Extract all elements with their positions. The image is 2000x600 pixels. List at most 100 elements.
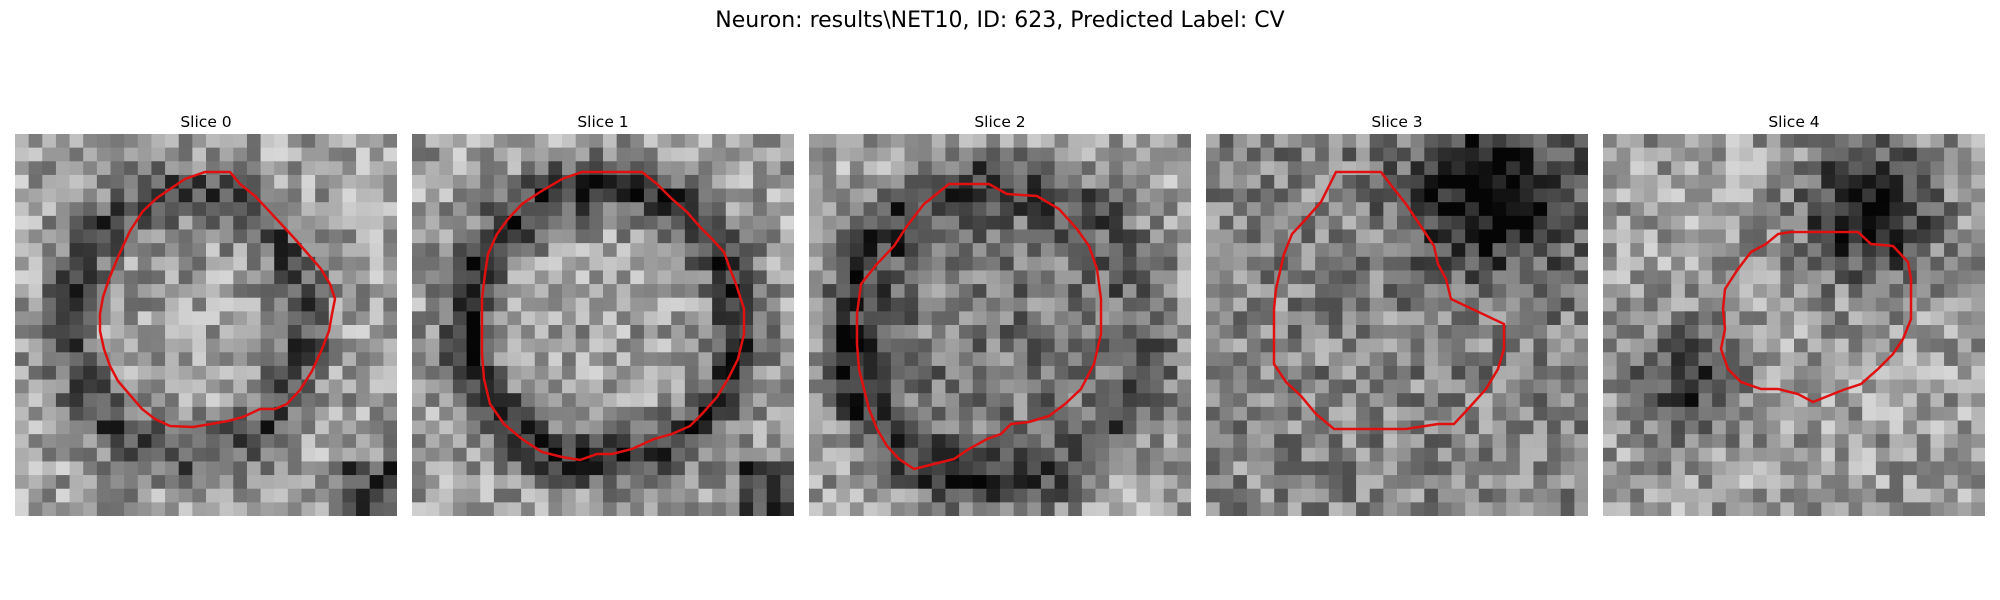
pixel [83,215,98,231]
pixel [493,243,509,258]
pixel [1603,393,1618,408]
pixel [712,284,727,299]
pixel [1560,447,1575,463]
pixel [342,202,357,217]
pixel [1889,311,1904,326]
pixel [1533,447,1548,463]
pixel [1533,488,1548,503]
pixel [1383,406,1398,422]
pixel [616,338,631,353]
pixel [356,284,371,299]
pixel [1889,393,1904,408]
pixel [287,352,303,367]
pixel [822,229,837,244]
pixel [425,270,440,285]
pixel [630,147,645,162]
pixel [1410,147,1425,162]
pixel [28,475,43,490]
pixel [1274,325,1289,340]
pixel [246,297,262,312]
pixel [1492,420,1507,435]
pixel [725,338,741,353]
pixel [342,406,357,422]
pixel [739,311,754,326]
pixel [328,256,344,272]
pixel [548,256,563,272]
pixel [219,147,234,162]
pixel [1260,420,1275,435]
pixel [1821,297,1836,312]
pixel [178,215,193,231]
pixel [1698,447,1713,463]
pixel [192,297,207,312]
pixel [1027,352,1042,367]
pixel [1068,447,1083,463]
pixel [1260,406,1275,422]
pixel [1848,352,1863,367]
pixel [1848,325,1863,340]
pixel [1397,352,1412,367]
pixel [1013,202,1028,217]
pixel [1766,406,1781,422]
pixel [507,393,522,408]
pixel [356,134,371,149]
pixel [1560,475,1575,490]
pixel [206,256,221,272]
pixel [863,475,878,490]
pixel [439,461,454,476]
pixel [83,270,98,285]
pixel [534,365,550,381]
pixel [1971,434,1985,449]
pixel [1054,174,1069,190]
pixel [69,174,84,190]
pixel [684,434,700,449]
pixel [1862,256,1877,272]
pixel [219,365,234,381]
pixel [534,420,550,435]
pixel [1971,297,1985,312]
pixel [328,270,344,285]
pixel [412,202,427,217]
pixel [137,297,153,312]
pixel [1301,297,1316,312]
pixel [1095,325,1110,340]
pixel [1794,202,1809,217]
pixel [1698,338,1713,353]
pixel [219,270,234,285]
pixel [643,502,659,516]
pixel [1533,365,1548,381]
pixel [630,215,645,231]
pixel [219,420,234,435]
pixel [342,188,357,203]
pixel [534,270,550,285]
pixel [425,406,440,422]
pixel [643,475,659,490]
pixel [1397,284,1412,299]
pixel [1766,393,1781,408]
pixel [521,352,536,367]
pixel [1246,161,1262,176]
pixel [589,393,604,408]
pixel [1246,297,1262,312]
pixel [809,188,824,203]
pixel [1369,188,1384,203]
pixel [1916,229,1932,244]
pixel [55,256,71,272]
pixel [1492,379,1507,394]
pixel [369,147,384,162]
pixel [1163,461,1178,476]
pixel [575,188,590,203]
pixel [712,475,727,490]
pixel [1369,256,1384,272]
pixel [1725,297,1741,312]
pixel [1109,365,1124,381]
pixel [1875,447,1891,463]
pixel [233,352,248,367]
pixel [1766,488,1781,503]
pixel [1437,256,1453,272]
pixel [1301,461,1316,476]
pixel [1533,229,1548,244]
pixel [1848,420,1863,435]
pixel [972,188,987,203]
pixel [918,147,933,162]
